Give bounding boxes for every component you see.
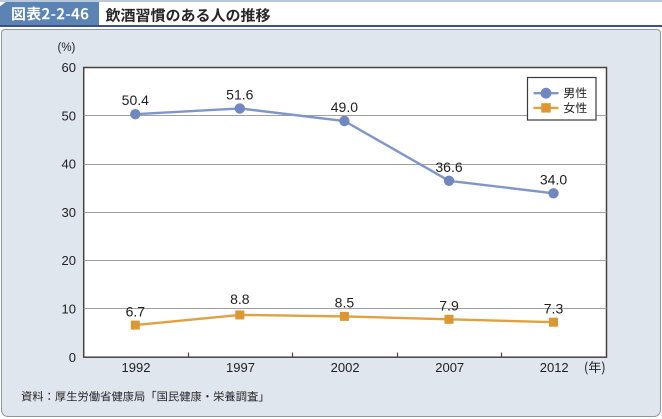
svg-text:20: 20 — [62, 253, 76, 268]
svg-text:2007: 2007 — [435, 360, 464, 375]
svg-text:7.3: 7.3 — [544, 301, 564, 317]
svg-text:60: 60 — [62, 60, 76, 75]
svg-text:30: 30 — [62, 205, 76, 220]
svg-text:0: 0 — [69, 350, 76, 365]
svg-text:2012: 2012 — [540, 360, 569, 375]
svg-text:36.6: 36.6 — [435, 159, 462, 175]
svg-text:51.6: 51.6 — [226, 86, 253, 102]
svg-text:50: 50 — [62, 108, 76, 123]
svg-text:7.9: 7.9 — [439, 298, 459, 314]
svg-text:8.5: 8.5 — [335, 295, 355, 311]
svg-text:34.0: 34.0 — [540, 171, 567, 187]
svg-text:1992: 1992 — [122, 360, 151, 375]
svg-text:8.8: 8.8 — [230, 291, 250, 307]
svg-text:50.4: 50.4 — [122, 92, 149, 108]
svg-text:40: 40 — [62, 157, 76, 172]
svg-text:(%): (%) — [58, 42, 76, 54]
svg-text:49.0: 49.0 — [331, 99, 358, 115]
svg-text:2002: 2002 — [331, 360, 360, 375]
svg-text:6.7: 6.7 — [126, 303, 146, 319]
svg-text:1997: 1997 — [226, 360, 255, 375]
svg-text:10: 10 — [62, 302, 76, 317]
